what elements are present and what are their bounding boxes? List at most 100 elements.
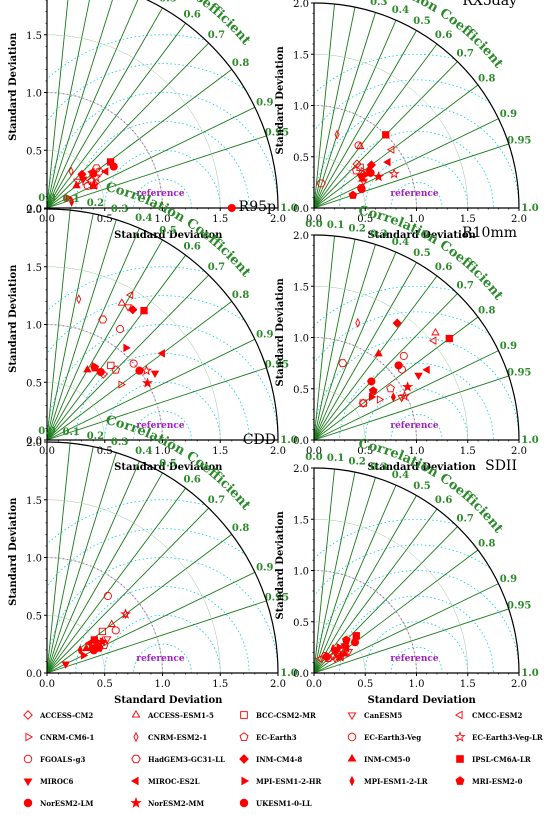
correlation-tick-label: 1.0 [280, 668, 297, 679]
model-point [83, 182, 92, 191]
model-point [103, 591, 112, 601]
model-point [68, 166, 74, 177]
x-tick-label: 0.5 [357, 679, 373, 690]
legend-marker [349, 775, 355, 787]
x-tick-label: 0.0 [39, 679, 55, 690]
legend-marker [454, 710, 463, 720]
model-point [109, 162, 118, 171]
legend-item: FGOALS-g3 [20, 751, 85, 767]
model-point [382, 131, 390, 139]
model-point [92, 164, 102, 173]
y-axis-label: Standard Deviation [8, 32, 19, 141]
rms-circle [364, 156, 469, 208]
legend-item: CanESM5 [344, 707, 402, 723]
y-tick-label: 1.5 [26, 496, 42, 507]
model-point [350, 638, 360, 647]
model-point [355, 317, 361, 328]
legend-marker-icon [456, 755, 464, 763]
model-point [367, 377, 376, 386]
correlation-tick-label: 0.3 [370, 0, 387, 8]
model-point [355, 173, 365, 181]
rms-circle [314, 53, 519, 208]
model-point [357, 185, 366, 194]
model-point [368, 386, 378, 395]
std-arc [313, 286, 468, 441]
rms-circles [314, 53, 519, 208]
correlation-tick-label: 0.7 [456, 281, 473, 292]
legend-item: HadGEM3-GC31-LL [128, 751, 225, 767]
x-tick-label: 0.5 [97, 679, 113, 690]
x-axis-label: Standard Deviation [114, 230, 223, 241]
rms-circles [47, 266, 278, 440]
model-point [72, 180, 81, 189]
x-tick-label: 1.5 [460, 679, 476, 690]
x-tick-label: 0.0 [306, 214, 322, 225]
reference-label: reference [390, 654, 439, 664]
correlation-tick-label: 0.5 [413, 16, 430, 27]
model-point [117, 298, 127, 306]
correlation-line [46, 0, 69, 209]
correlation-tick-label: 0.8 [232, 290, 249, 301]
model-point [445, 334, 453, 343]
x-tick-label: 1.5 [460, 214, 476, 225]
legend-item: CNRM-ESM2-1 [128, 729, 207, 745]
model-point [351, 166, 361, 175]
y-tick-label: 1.0 [26, 554, 42, 565]
y-tick-label: 1.5 [293, 282, 309, 293]
correlation-tick-label: 0.4 [392, 470, 409, 481]
x-tick-label: 0.5 [97, 446, 113, 457]
legend-label: ACCESS-ESM1-5 [148, 710, 214, 720]
legend-label: ACCESS-CM2 [40, 710, 94, 720]
taylor-panel-rx5day: 0.00.10.20.30.40.50.60.70.80.90.951.00.0… [275, 0, 539, 241]
model-point [402, 381, 414, 392]
correlation-tick-label: 0.8 [232, 523, 249, 534]
legend-marker [23, 754, 33, 764]
model-point [374, 349, 383, 357]
legend-marker [23, 798, 33, 808]
model-point [398, 390, 410, 401]
legend-marker-icon [133, 731, 139, 743]
correlation-tick-label: 0.5 [159, 225, 176, 236]
correlation-tick-label: 0.9 [500, 341, 517, 352]
legend-item: ACCESS-CM2 [20, 707, 93, 723]
model-point [96, 367, 105, 377]
legend-marker-icon [455, 776, 465, 785]
correlation-tick-label: 0.3 [370, 229, 387, 240]
y-tick-label: 1.5 [26, 263, 42, 274]
correlation-tick-label: 0.3 [111, 437, 128, 448]
legend-label: MIROC-ES2L [148, 776, 200, 786]
std-arc [46, 266, 221, 441]
y-tick-label: 2.0 [26, 438, 42, 449]
y-tick-label: 0.5 [26, 146, 42, 157]
std-arc [46, 34, 221, 209]
rms-circle [47, 499, 278, 673]
correlation-tick-label: 0.6 [435, 495, 452, 506]
std-arc [313, 388, 366, 441]
legend-marker [131, 754, 141, 764]
model-point [142, 377, 153, 388]
legend-marker-icon [347, 753, 357, 762]
legend-label: BCC-CSM2-MR [256, 710, 316, 720]
reference-label: reference [390, 189, 439, 199]
legend-item: NorESM2-MM [128, 795, 204, 811]
correlation-tick-label: 0.4 [135, 213, 152, 224]
x-tick-label: 2.0 [270, 214, 286, 225]
std-arc [46, 499, 221, 674]
legend-label: EC-Earth3 [256, 732, 297, 742]
legend-item: CMCC-ESM2 [452, 707, 522, 723]
model-point [88, 179, 100, 190]
x-axis-label: Standard Deviation [114, 462, 223, 473]
model-points [338, 317, 453, 408]
correlation-tick-label: 0.9 [256, 330, 273, 341]
legend-item: UKESM1-0-LL [236, 795, 312, 811]
legend-marker-icon [130, 776, 139, 786]
model-point [107, 361, 115, 370]
correlation-tick-label: 0.4 [135, 446, 152, 457]
legend-marker [23, 778, 33, 787]
outer-arc [313, 234, 520, 441]
legend-marker-icon [454, 710, 463, 720]
model-point [334, 129, 340, 140]
model-point [390, 392, 396, 403]
model-point [431, 327, 440, 336]
